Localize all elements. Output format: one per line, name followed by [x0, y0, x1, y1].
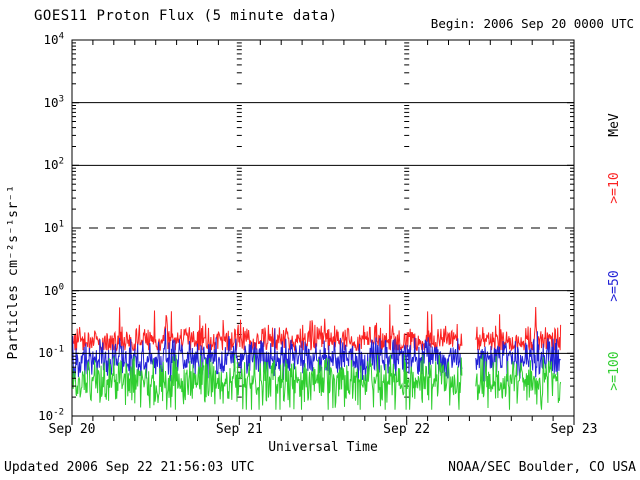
y-tick-label: 100	[43, 282, 64, 298]
x-tick-label: Sep 22	[383, 422, 431, 437]
series-100	[71, 354, 463, 410]
begin-timestamp: Begin: 2006 Sep 20 0000 UTC	[430, 16, 634, 31]
y-tick-label: 102	[43, 156, 64, 173]
y-tick-label: 101	[43, 219, 64, 235]
x-tick-label: Sep 23	[550, 422, 598, 437]
chart-title: GOES11 Proton Flux (5 minute data)	[34, 8, 338, 24]
threshold-label-100-text: >=100	[607, 351, 622, 391]
y-tick-label: 104	[43, 31, 64, 47]
threshold-label-10: >=10	[607, 172, 622, 203]
plot-frame	[71, 39, 575, 417]
threshold-label-100: >=100	[607, 351, 622, 390]
axis-ticks	[71, 39, 575, 425]
threshold-label-50-text: >=50	[607, 270, 622, 302]
series-50	[71, 328, 463, 382]
y-axis-title: Particles cm⁻²s⁻¹sr⁻¹	[6, 184, 21, 360]
source-credit: NOAA/SEC Boulder, CO USA	[448, 460, 636, 475]
x-axis-title: Universal Time	[268, 440, 378, 455]
series-10	[71, 304, 463, 352]
right-axis-unit: MeV	[607, 113, 622, 136]
x-tick-label: Sep 20	[48, 422, 96, 437]
updated-timestamp: Updated 2006 Sep 22 21:56:03 UTC	[4, 460, 255, 475]
y-tick-label: 10-2	[38, 407, 64, 423]
threshold-label-50: >=50	[607, 270, 622, 301]
solid-gridlines	[72, 102, 574, 354]
series-100	[475, 354, 562, 410]
series-50	[475, 331, 561, 382]
right-axis-unit-text: MeV	[607, 113, 622, 137]
threshold-label-10-text: >=10	[607, 172, 622, 204]
x-tick-label: Sep 21	[215, 422, 263, 437]
y-tick-label: 10-1	[38, 344, 64, 361]
series-10	[475, 306, 562, 352]
y-tick-label: 103	[43, 94, 64, 110]
